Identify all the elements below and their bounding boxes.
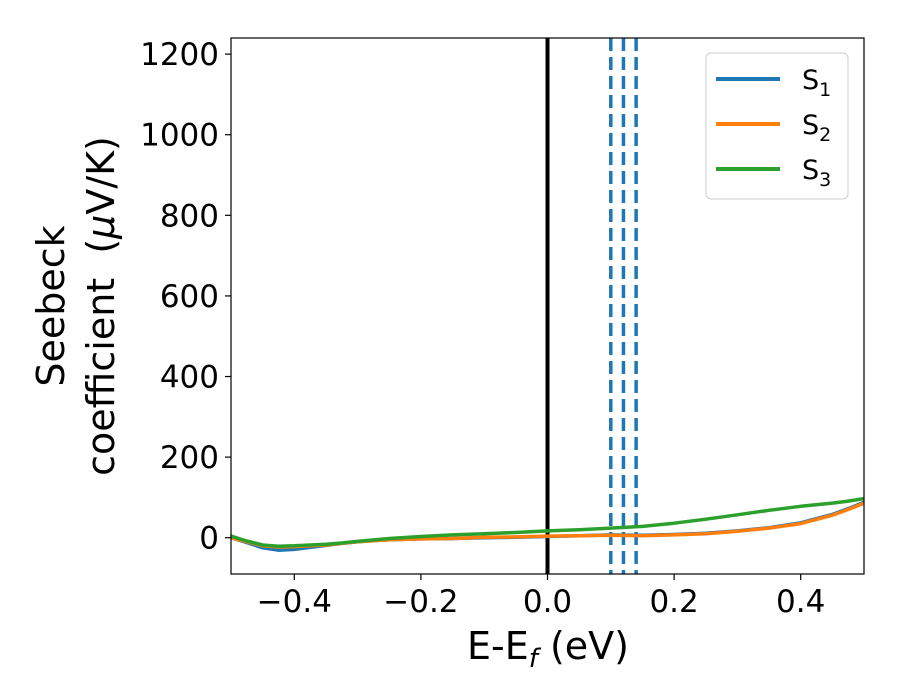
x-tick-label: −0.4 — [257, 584, 332, 620]
x-tick-label: 0.4 — [776, 584, 825, 620]
legend-label-S1: S1 — [802, 65, 831, 101]
x-tick-label: 0.0 — [523, 584, 572, 620]
y-tick-label: 800 — [160, 198, 219, 234]
y-tick-label: 0 — [199, 521, 219, 557]
legend: S1 S2 S3 — [705, 52, 849, 200]
y-axis-label-line2: coefficient (μV/K) — [79, 136, 123, 476]
x-axis-label: E-Ef (eV) — [467, 624, 629, 674]
x-tick-label: −0.2 — [383, 584, 458, 620]
y-tick-label: 400 — [160, 360, 219, 396]
x-tick-label: 0.2 — [649, 584, 698, 620]
y-axis-label-line1: Seebeck — [29, 225, 73, 386]
series-line-S3 — [231, 496, 864, 548]
y-axis-label: Seebeck coefficient (μV/K) — [29, 136, 123, 476]
y-tick-label: 1200 — [140, 37, 219, 73]
y-tick-label: 200 — [160, 440, 219, 476]
y-tick-label: 1000 — [140, 118, 219, 154]
legend-label-S2: S2 — [802, 110, 831, 146]
y-tick-label: 600 — [160, 279, 219, 315]
legend-label-S3: S3 — [802, 155, 831, 191]
